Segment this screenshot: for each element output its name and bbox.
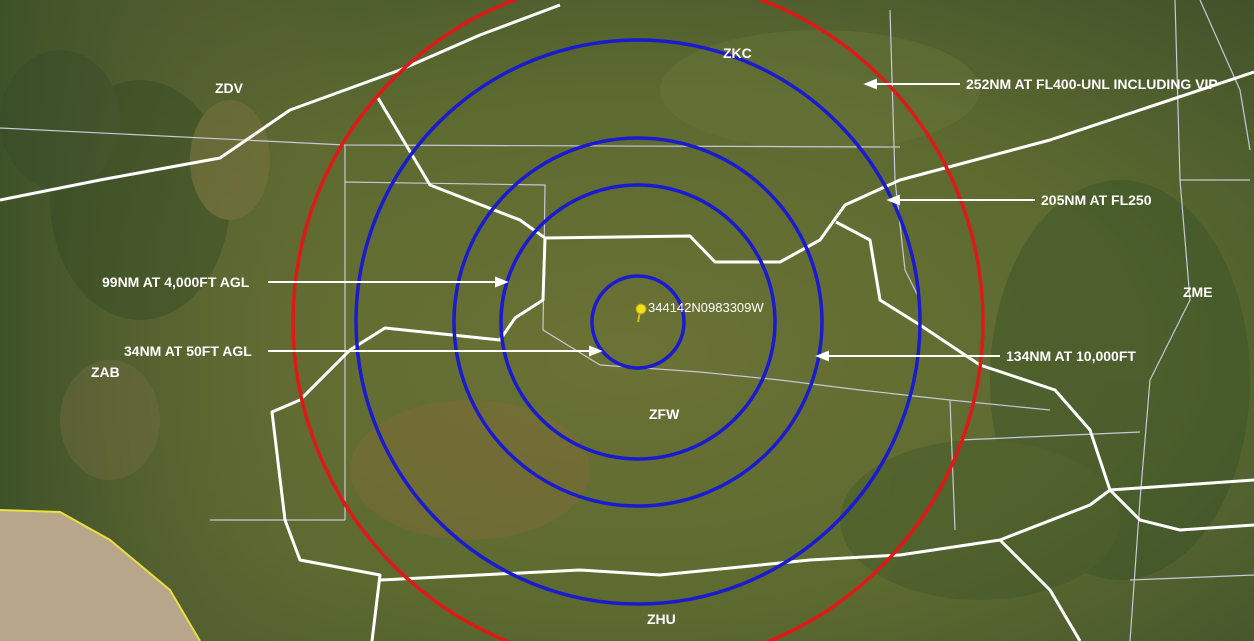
ring-label-134nm: 134NM AT 10,000FT <box>1006 348 1136 364</box>
range-rings <box>291 0 985 641</box>
ring-label-252nm: 252NM AT FL400-UNL INCLUDING VIP <box>966 76 1218 92</box>
ring-34nm[interactable] <box>590 274 686 370</box>
artcc-label-zdv: ZDV <box>215 80 244 96</box>
artcc-label-zhu: ZHU <box>647 611 676 627</box>
ring-label-99nm: 99NM AT 4,000FT AGL <box>102 274 250 290</box>
dry-basin <box>0 510 200 641</box>
ring-134nm[interactable] <box>452 136 824 508</box>
international-border <box>0 509 201 641</box>
artcc-label-zab: ZAB <box>91 364 120 380</box>
ring-99nm[interactable] <box>499 183 777 461</box>
ring-252nm[interactable] <box>291 0 985 641</box>
location-pin-icon[interactable] <box>635 303 647 323</box>
artcc-label-zfw: ZFW <box>649 406 680 422</box>
artcc-boundaries <box>0 3 1254 641</box>
ring-label-205nm: 205NM AT FL250 <box>1041 192 1152 208</box>
callout-arrows <box>268 78 1035 362</box>
artcc-label-zkc: ZKC <box>723 45 752 61</box>
center-coordinate-label: 344142N0983309W <box>648 300 764 315</box>
ring-205nm[interactable] <box>354 38 922 606</box>
terrain-texture <box>0 30 1250 600</box>
ring-label-34nm: 34NM AT 50FT AGL <box>124 343 252 359</box>
artcc-label-zme: ZME <box>1183 284 1213 300</box>
